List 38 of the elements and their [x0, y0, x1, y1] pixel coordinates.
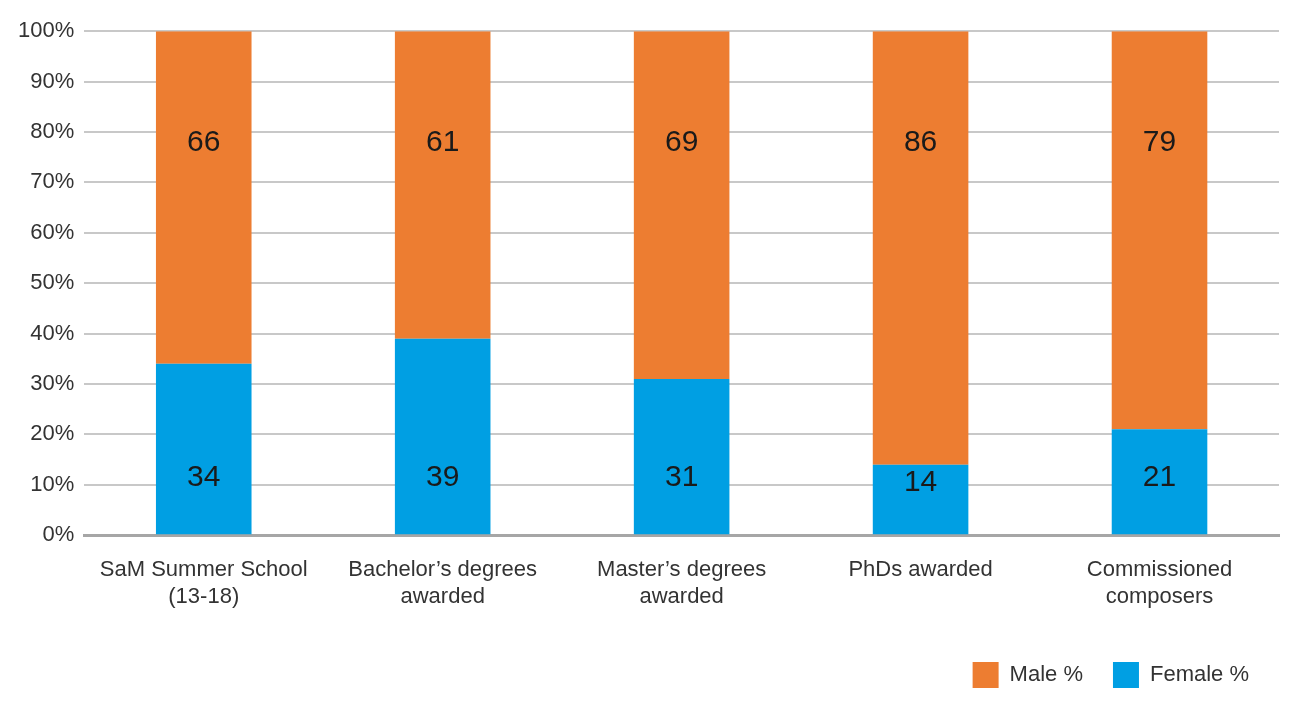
y-tick-label: 30% — [30, 370, 75, 396]
bar — [1111, 429, 1208, 535]
x-tick-label: Commissioned composers — [1086, 556, 1233, 608]
bar — [155, 31, 252, 364]
y-tick-label: 40% — [30, 319, 75, 345]
x-tick-label: Bachelor’s degrees awarded — [348, 556, 538, 608]
x-tick-label: SaM Summer School (13-18) — [99, 556, 308, 608]
bar — [394, 31, 491, 339]
x-tick-label: PhDs awarded — [848, 556, 993, 582]
y-tick-label: 70% — [30, 168, 75, 194]
y-tick-label: 100% — [17, 17, 75, 43]
data-label: 61 — [426, 124, 460, 158]
bar — [1111, 31, 1208, 430]
data-label: 34 — [187, 459, 221, 493]
y-tick-label: 60% — [30, 218, 75, 244]
y-tick-label: 90% — [30, 67, 75, 93]
y-tick-label: 50% — [30, 269, 75, 295]
y-tick-label: 80% — [30, 118, 75, 144]
y-tick-label: 20% — [30, 420, 75, 446]
bar — [633, 31, 730, 379]
x-tick-label: Master’s degrees awarded — [597, 556, 767, 608]
bar — [633, 378, 730, 535]
data-label: 31 — [664, 459, 699, 493]
bar — [155, 363, 252, 535]
bar — [394, 338, 491, 535]
y-tick-label: 0% — [42, 521, 75, 547]
bar — [872, 31, 969, 465]
data-label: 21 — [1142, 459, 1177, 493]
data-label: 66 — [187, 124, 221, 158]
legend-label: Female % — [1149, 661, 1250, 687]
data-label: 39 — [426, 459, 460, 493]
data-label: 86 — [903, 124, 938, 158]
data-label: 14 — [903, 463, 938, 497]
data-label: 69 — [664, 124, 699, 158]
data-label: 79 — [1142, 124, 1177, 158]
bar — [872, 464, 969, 535]
y-tick-label: 10% — [30, 470, 75, 496]
legend-label: Male % — [1009, 661, 1083, 687]
